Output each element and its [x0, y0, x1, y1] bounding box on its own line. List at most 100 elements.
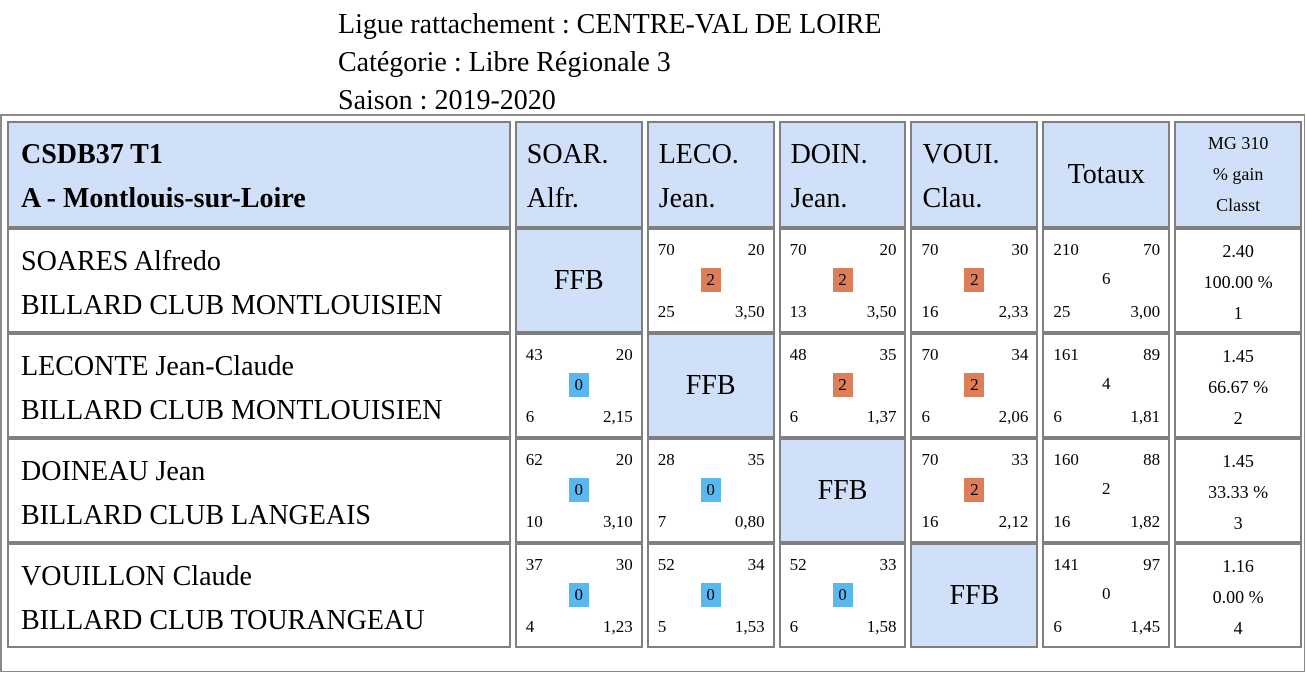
- rank-value: 3: [1233, 513, 1243, 533]
- player-name: LECONTE Jean-Claude: [21, 351, 294, 382]
- total-average: 1,45: [1130, 617, 1161, 636]
- stats-cell: 1.16 0.00 % 4: [1174, 543, 1302, 648]
- team-code: CSDB37 T1: [21, 139, 163, 170]
- score-innings: 6: [525, 407, 535, 426]
- totals-cell: 160 88 2 16 1,82: [1042, 438, 1171, 543]
- col-header-abbr: LECO.: [658, 139, 739, 170]
- rank-value: 1: [1233, 303, 1243, 323]
- total-points: 141: [1053, 555, 1079, 574]
- player-club: BILLARD CLUB MONTLOUISIEN: [21, 290, 443, 321]
- total-match-points: 4: [1102, 374, 1111, 393]
- score-innings: 16: [921, 302, 939, 321]
- score-average: 2,33: [998, 302, 1029, 321]
- match-points-badge: 0: [568, 583, 589, 607]
- score-points: 62: [525, 450, 543, 469]
- team-name: A - Montlouis-sur-Loire: [21, 183, 306, 214]
- score-points: 70: [921, 240, 939, 259]
- total-average: 3,00: [1130, 302, 1161, 321]
- score-points: 52: [657, 555, 675, 574]
- mg-value: 1.45: [1222, 451, 1254, 471]
- gain-value: 33.33 %: [1208, 482, 1269, 502]
- col-header-abbr: SOAR.: [526, 139, 609, 170]
- score-innings: 7: [657, 512, 667, 531]
- col-header-2: LECO. Jean.: [646, 121, 775, 228]
- col-header-3: DOIN. Jean.: [778, 121, 907, 228]
- total-innings: 25: [1053, 302, 1071, 321]
- player-name: DOINEAU Jean: [21, 456, 206, 487]
- match-points-badge: 2: [964, 268, 985, 292]
- match-cell: 70 20 2 25 3,50: [646, 228, 775, 333]
- stats-cell: 1.45 66.67 % 2: [1174, 333, 1302, 438]
- score-points: 48: [789, 345, 807, 364]
- score-innings: 10: [525, 512, 543, 531]
- total-opponent: 70: [1143, 240, 1161, 259]
- rank-value: 4: [1233, 618, 1243, 638]
- player-club: BILLARD CLUB TOURANGEAU: [21, 605, 425, 636]
- mg-value: 1.45: [1222, 346, 1254, 366]
- score-opponent: 33: [879, 555, 897, 574]
- score-opponent: 35: [747, 450, 765, 469]
- season-title: Saison : 2019-2020: [338, 85, 556, 116]
- player-cell: LECONTE Jean-Claude BILLARD CLUB MONTLOUI…: [7, 333, 511, 438]
- gain-label: % gain: [1212, 164, 1264, 184]
- score-opponent: 34: [747, 555, 765, 574]
- player-club: BILLARD CLUB MONTLOUISIEN: [21, 395, 443, 426]
- results-frame: [0, 114, 1305, 672]
- table-row: VOUILLON Claude BILLARD CLUB TOURANGEAU 37…: [7, 543, 1302, 648]
- total-average: 1,81: [1130, 407, 1161, 426]
- total-opponent: 97: [1143, 555, 1161, 574]
- stats-cell: 2.40 100.00 % 1: [1174, 228, 1302, 333]
- score-innings: 16: [921, 512, 939, 531]
- total-match-points: 0: [1102, 584, 1111, 603]
- mg-label: MG 310: [1207, 133, 1269, 153]
- player-cell: SOARES Alfredo BILLARD CLUB MONTLOUISIEN: [7, 228, 511, 333]
- col-header-first: Jean.: [658, 183, 716, 214]
- stats-header: MG 310 % gain Classt: [1174, 121, 1302, 228]
- score-points: 70: [657, 240, 675, 259]
- match-points-badge: 2: [832, 268, 853, 292]
- score-opponent: 30: [1011, 240, 1029, 259]
- match-cell: 28 35 0 7 0,80: [646, 438, 775, 543]
- match-points-badge: 0: [568, 478, 589, 502]
- score-average: 2,06: [998, 407, 1029, 426]
- score-points: 70: [789, 240, 807, 259]
- totals-cell: 210 70 6 25 3,00: [1042, 228, 1171, 333]
- score-average: 3,10: [602, 512, 633, 531]
- score-opponent: 20: [879, 240, 897, 259]
- total-innings: 6: [1053, 407, 1062, 426]
- col-header-4: VOUI. Clau.: [910, 121, 1039, 228]
- classt-label: Classt: [1216, 195, 1261, 215]
- match-cell: 48 35 2 6 1,37: [778, 333, 907, 438]
- match-points-badge: 2: [964, 478, 985, 502]
- score-average: 0,80: [734, 512, 765, 531]
- match-points-badge: 2: [964, 373, 985, 397]
- total-opponent: 89: [1143, 345, 1161, 364]
- player-club: BILLARD CLUB LANGEAIS: [21, 500, 371, 531]
- match-cell: 70 30 2 16 2,33: [910, 228, 1039, 333]
- match-points-badge: 0: [568, 373, 589, 397]
- ffb-cell: FFB: [778, 438, 907, 543]
- match-cell: 52 33 0 6 1,58: [778, 543, 907, 648]
- col-header-abbr: VOUI.: [922, 139, 1000, 170]
- match-points-badge: 2: [700, 268, 721, 292]
- score-points: 70: [921, 345, 939, 364]
- total-average: 1,82: [1130, 512, 1161, 531]
- table-row: DOINEAU Jean BILLARD CLUB LANGEAIS 62 20 0 10…: [7, 438, 1302, 543]
- score-average: 3,50: [866, 302, 897, 321]
- score-opponent: 35: [879, 345, 897, 364]
- score-opponent: 34: [1011, 345, 1029, 364]
- gain-value: 100.00 %: [1203, 272, 1273, 292]
- player-cell: VOUILLON Claude BILLARD CLUB TOURANGEAU: [7, 543, 511, 648]
- score-points: 43: [525, 345, 543, 364]
- score-points: 37: [525, 555, 543, 574]
- match-cell: 52 34 0 5 1,53: [646, 543, 775, 648]
- score-innings: 6: [921, 407, 930, 426]
- stats-cell: 1.45 33.33 % 3: [1174, 438, 1302, 543]
- match-cell: 70 20 2 13 3,50: [778, 228, 907, 333]
- score-average: 1,53: [734, 617, 765, 636]
- player-cell: DOINEAU Jean BILLARD CLUB LANGEAIS: [7, 438, 511, 543]
- total-points: 161: [1053, 345, 1079, 364]
- score-opponent: 30: [615, 555, 633, 574]
- rank-value: 2: [1233, 408, 1243, 428]
- col-header-first: Jean.: [790, 183, 848, 214]
